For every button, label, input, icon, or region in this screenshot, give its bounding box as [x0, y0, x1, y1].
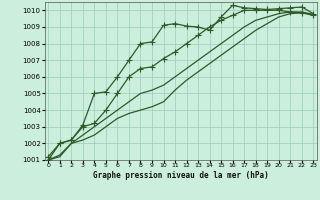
X-axis label: Graphe pression niveau de la mer (hPa): Graphe pression niveau de la mer (hPa) — [93, 171, 269, 180]
